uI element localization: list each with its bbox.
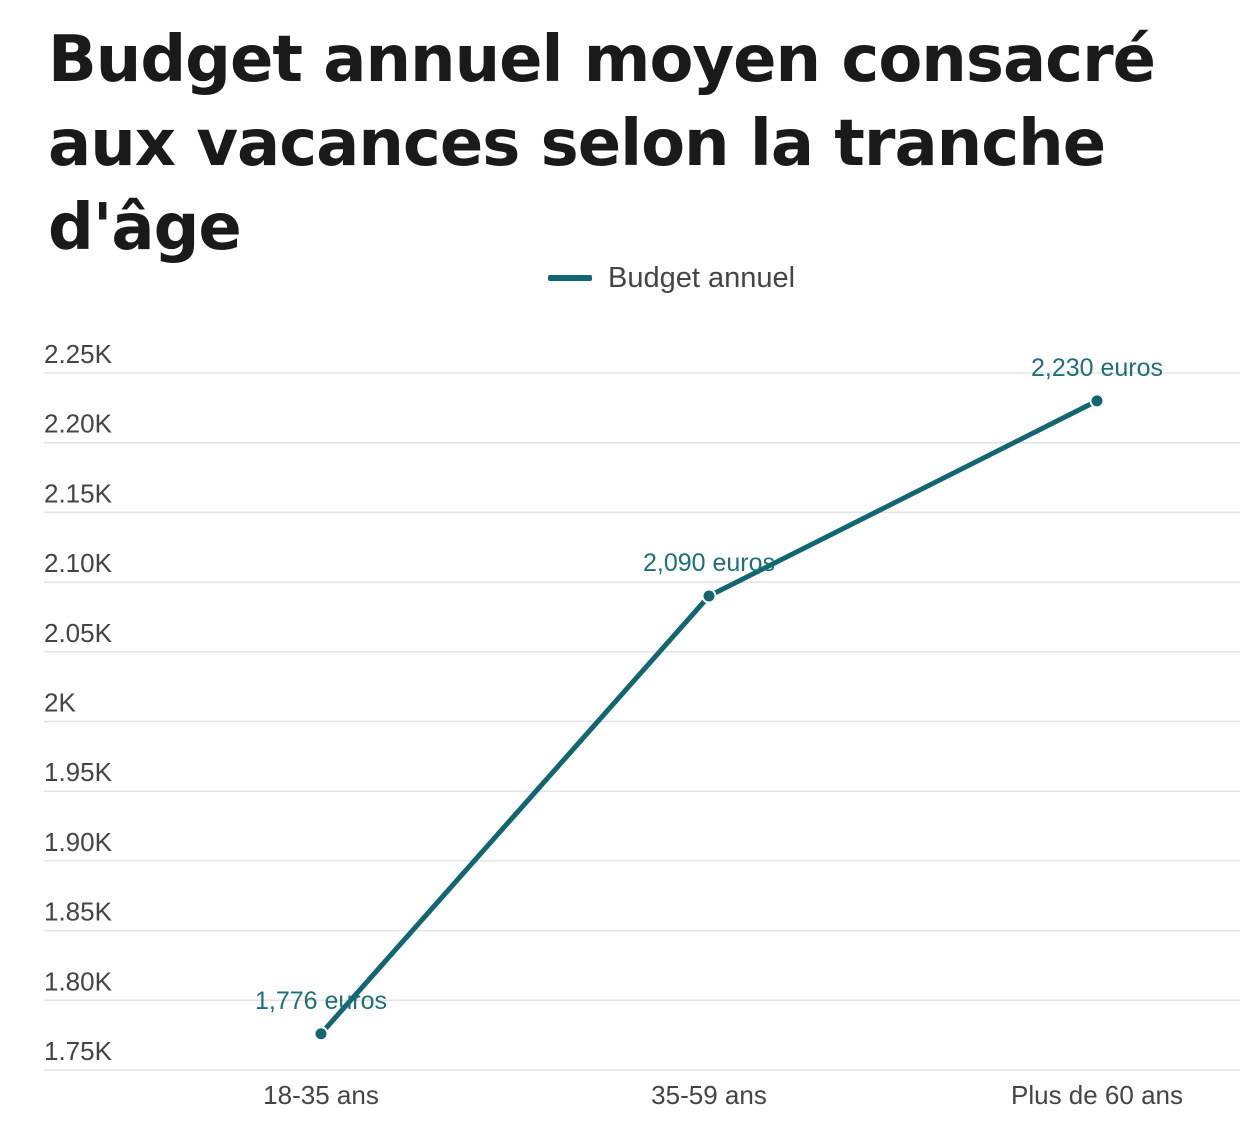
y-tick-label: 1.75K [44,1036,113,1066]
chart-title: Budget annuel moyen consacré aux vacance… [48,23,1156,265]
y-tick-label: 1.90K [44,827,113,857]
data-label: 2,090 euros [643,549,775,577]
y-tick-label: 2.05K [44,618,113,648]
y-tick-label: 2.15K [44,478,113,508]
data-point [313,1026,329,1042]
data-point [1089,393,1105,409]
y-tick-label: 1.80K [44,966,113,996]
legend: Budget annuel [548,258,795,298]
legend-label-budget-annuel: Budget annuel [608,261,796,294]
x-tick-label: Plus de 60 ans [1011,1080,1183,1110]
legend-swatch [548,275,592,281]
series-line [318,398,1100,1037]
y-tick-label: 2K [44,688,76,718]
y-tick-label: 1.85K [44,897,113,927]
data-label: 1,776 euros [255,987,387,1015]
y-tick-label: 2.25K [44,339,113,369]
data-label: 2,230 euros [1031,354,1163,382]
y-tick-label: 2.20K [44,409,113,439]
data-point [701,588,717,604]
y-tick-label: 1.95K [44,757,113,787]
x-tick-label: 35-59 ans [651,1080,767,1110]
x-tick-label: 18-35 ans [263,1080,379,1110]
y-tick-label: 2.10K [44,548,113,578]
